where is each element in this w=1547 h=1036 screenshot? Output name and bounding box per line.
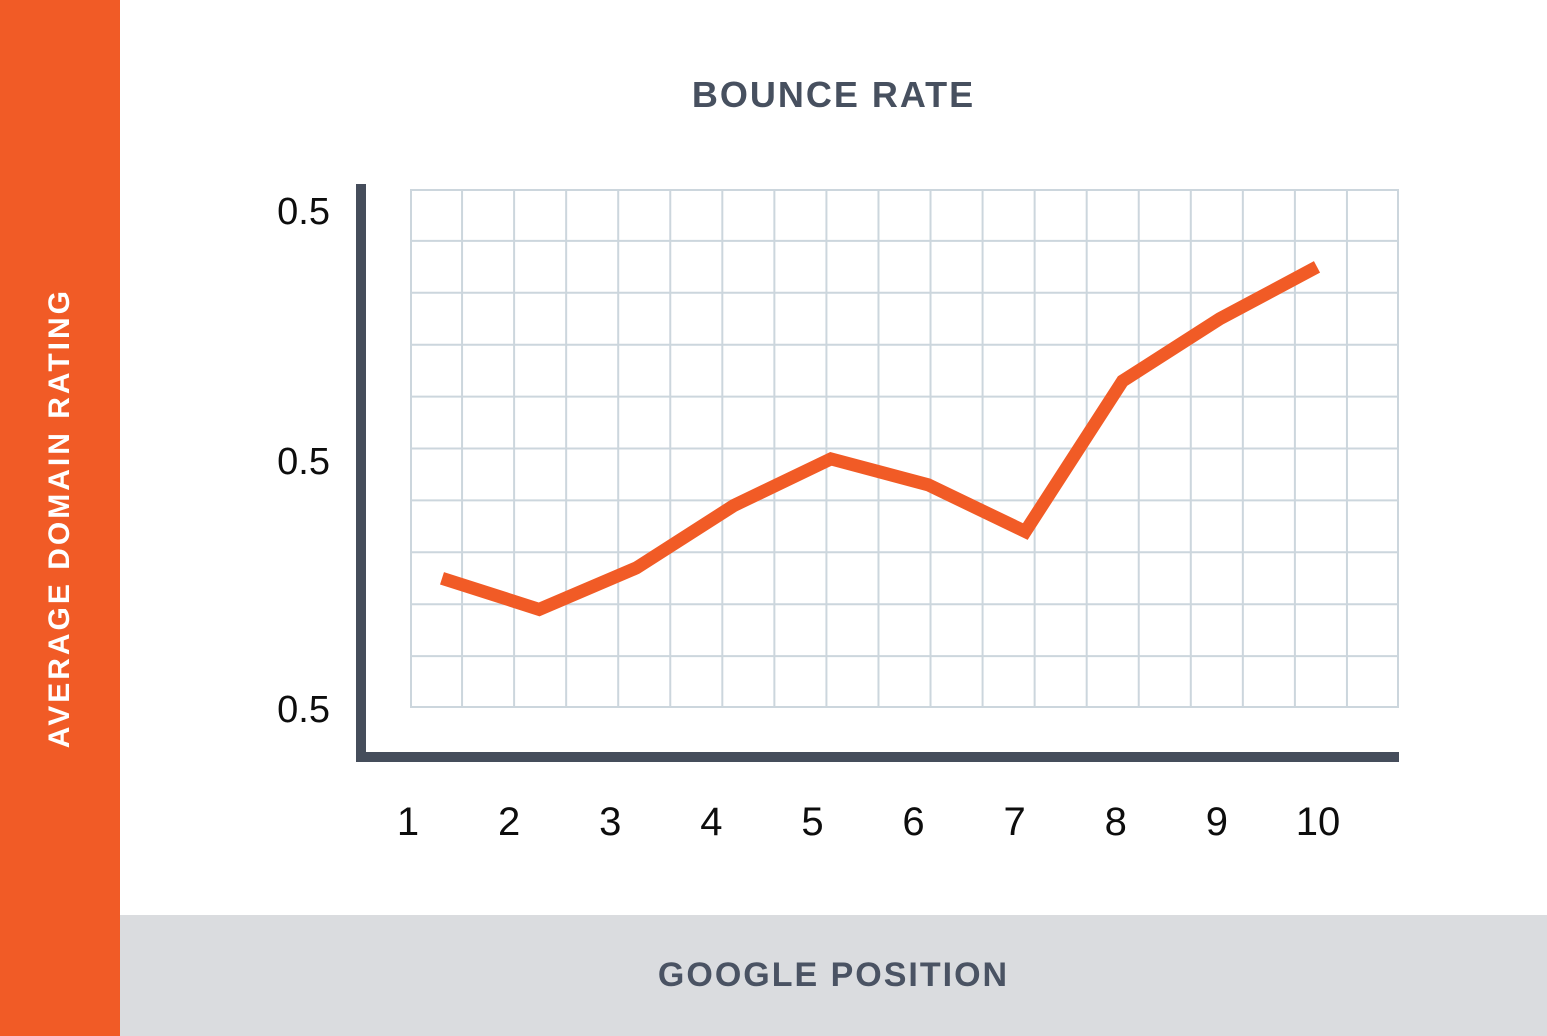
x-tick-label: 10 <box>1295 800 1341 844</box>
chart-title: BOUNCE RATE <box>691 74 976 115</box>
y-axis-line <box>356 184 366 762</box>
x-axis-title-band: GOOGLE POSITION <box>120 915 1547 1036</box>
x-axis-tick-row: 1 2 3 4 5 6 7 8 9 10 <box>368 798 1358 846</box>
x-tick-label: 7 <box>1003 800 1026 844</box>
x-tick-label: 8 <box>1104 800 1127 844</box>
x-tick-label: 6 <box>902 800 925 844</box>
y-tick-label: 0.5 <box>277 191 330 233</box>
x-axis-line <box>356 752 1399 762</box>
bounce-rate-line <box>440 261 1321 617</box>
x-tick-label: 1 <box>396 800 420 844</box>
plot-grid-and-line <box>410 189 1399 708</box>
x-tick-label: 2 <box>497 800 521 844</box>
x-tick-label: 9 <box>1205 800 1228 844</box>
y-axis-title-band: AVERAGE DOMAIN RATING <box>0 0 120 1036</box>
y-axis-title: AVERAGE DOMAIN RATING <box>43 287 76 749</box>
x-tick-label: 3 <box>599 800 622 844</box>
x-axis-title: GOOGLE POSITION <box>657 956 1010 994</box>
y-tick-label: 0.5 <box>277 689 330 731</box>
x-tick-label: 4 <box>700 800 723 844</box>
x-tick-label: 5 <box>801 800 824 844</box>
y-tick-label: 0.5 <box>277 441 330 483</box>
